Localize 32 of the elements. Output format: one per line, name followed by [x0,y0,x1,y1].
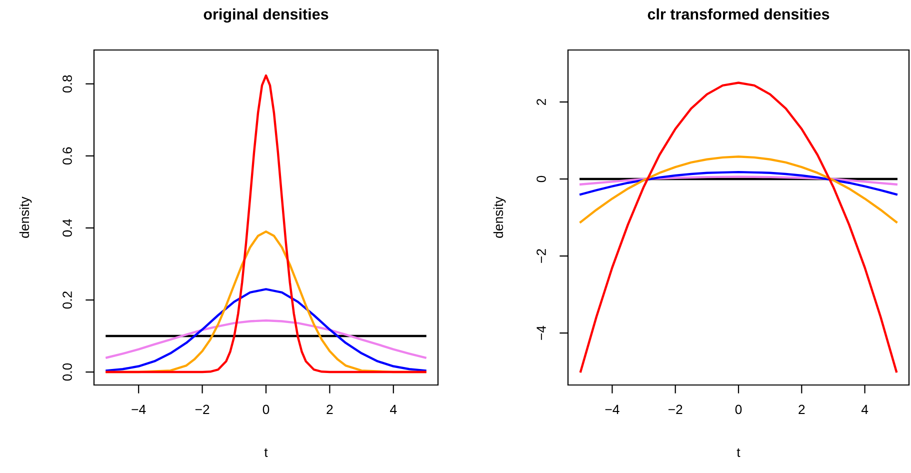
chart-title: clr transformed densities [648,8,830,20]
y-tick-label: 0.2 [62,291,72,309]
line-series [580,82,898,373]
x-axis-title: t [736,448,740,457]
x-tick-label: −2 [668,404,682,414]
y-tick-label: 2 [536,98,546,105]
x-tick-label: −4 [132,404,146,414]
x-tick-label: −2 [195,404,210,414]
line-series [580,170,898,196]
line-series [106,288,426,372]
y-axis-title: density [493,196,506,238]
y-tick-label: 0.4 [62,219,72,237]
x-tick-label: −4 [605,404,620,414]
y-tick-label: −2 [536,249,546,263]
x-tick-label: 0 [262,404,270,414]
x-tick-label: 2 [326,404,333,414]
x-tick-label: 4 [390,404,397,414]
line-series [106,319,426,359]
y-tick-label: 0.0 [62,363,72,381]
x-tick-label: 2 [798,404,805,414]
x-tick-label: 4 [861,404,868,414]
line-series [580,176,898,186]
line-series [106,74,426,374]
y-tick-label: 0.8 [62,75,72,93]
y-axis-title: density [19,196,32,238]
chart-title: original densities [204,8,328,23]
y-tick-label: 0.6 [62,147,72,165]
x-axis-title: t [264,448,268,457]
line-series [580,156,898,224]
y-tick-label: −4 [536,326,546,340]
x-tick-label: 0 [735,404,742,414]
y-tick-label: 0 [536,176,546,182]
